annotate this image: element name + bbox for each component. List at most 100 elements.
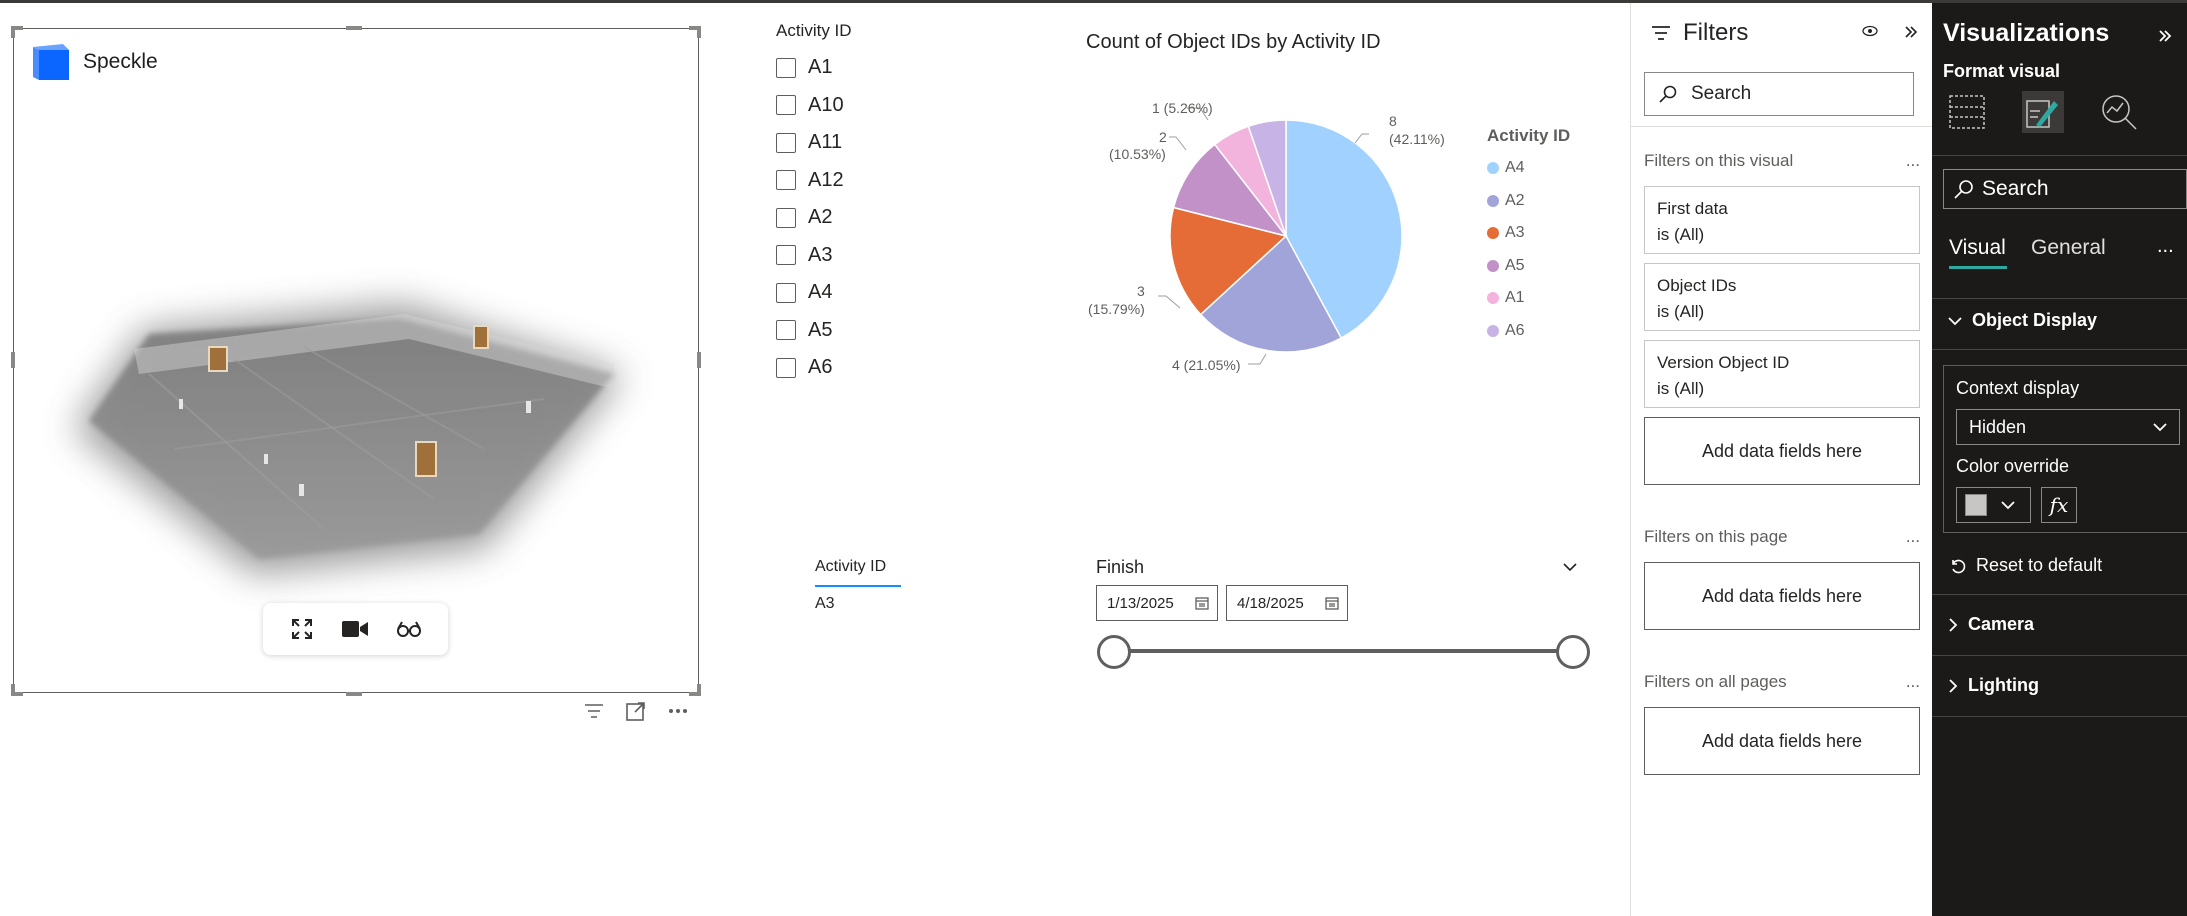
top-border	[0, 0, 2187, 3]
slicer-item[interactable]: A1	[776, 49, 844, 87]
collapse-pane-icon[interactable]	[2158, 23, 2172, 49]
filter-icon[interactable]	[583, 700, 605, 722]
filter-field-name: First data	[1657, 199, 1728, 218]
resize-handle[interactable]	[689, 692, 701, 696]
date-range-track[interactable]	[1114, 649, 1574, 653]
visualizations-title: Visualizations	[1943, 19, 2110, 47]
eye-icon[interactable]	[1862, 25, 1878, 37]
more-options-icon[interactable]: ...	[1905, 672, 1920, 691]
slicer-item[interactable]: A12	[776, 162, 844, 200]
resize-handle[interactable]	[346, 26, 362, 30]
checkbox[interactable]	[776, 320, 796, 341]
range-end-handle[interactable]	[1556, 635, 1590, 669]
leader-line	[1248, 353, 1267, 365]
resize-handle[interactable]	[11, 352, 15, 368]
legend-label: A3	[1505, 224, 1525, 242]
resize-handle[interactable]	[697, 26, 701, 38]
section-label: Filters on this visual	[1644, 151, 1794, 170]
format-visual-icon[interactable]	[2022, 91, 2064, 133]
pie-slice-a6[interactable]	[1247, 119, 1287, 237]
slicer-item[interactable]: A6	[776, 349, 844, 387]
color-override-picker[interactable]	[1956, 487, 2031, 523]
data-label: (10.53%)	[1109, 146, 1166, 162]
chevron-down-icon[interactable]	[1560, 557, 1580, 577]
legend-item-a5[interactable]: A5	[1487, 250, 1570, 283]
resize-handle[interactable]	[346, 692, 362, 696]
speckle-viewer-visual[interactable]: Speckle	[13, 28, 699, 693]
slicer-item[interactable]: A5	[776, 312, 844, 350]
filter-card[interactable]: Object IDs is (All)	[1644, 263, 1920, 331]
add-data-fields-all-pages[interactable]: Add data fields here	[1644, 707, 1920, 775]
pie-slice-a3[interactable]	[1169, 206, 1288, 316]
reset-to-default-button[interactable]: Reset to default	[1950, 555, 2102, 576]
add-data-fields-page[interactable]: Add data fields here	[1644, 562, 1920, 630]
legend-item-a1[interactable]: A1	[1487, 282, 1570, 315]
more-options-icon[interactable]: ...	[1905, 527, 1920, 546]
range-start-handle[interactable]	[1097, 635, 1131, 669]
divider	[1932, 716, 2187, 717]
slicer-item[interactable]: A10	[776, 87, 844, 125]
legend-marker	[1487, 324, 1499, 337]
legend-title: Activity ID	[1487, 126, 1571, 145]
object-display-section[interactable]: Object Display	[1948, 310, 2097, 331]
tab-general[interactable]: General	[2031, 236, 2106, 259]
resize-handle[interactable]	[697, 352, 701, 368]
resize-handle[interactable]	[11, 26, 23, 30]
checkbox[interactable]	[776, 95, 796, 116]
checkbox[interactable]	[776, 245, 796, 266]
more-options-icon[interactable]: ...	[1905, 151, 1920, 170]
slicer-item-label: A6	[808, 356, 833, 379]
legend-item-a3[interactable]: A3	[1487, 217, 1570, 250]
start-date-input[interactable]: 1/13/2025	[1096, 585, 1218, 621]
slicer-item-label: A4	[808, 281, 833, 304]
pie-slice-a4[interactable]	[1285, 119, 1403, 340]
checkbox[interactable]	[776, 207, 796, 228]
slicer-item[interactable]: A11	[776, 124, 844, 162]
checkbox[interactable]	[776, 170, 796, 191]
slicer-item[interactable]: A2	[776, 199, 844, 237]
checkbox[interactable]	[776, 282, 796, 303]
more-options-icon[interactable]: ...	[2157, 235, 2174, 257]
table-cell[interactable]: A3	[815, 595, 835, 612]
slicer-item[interactable]: A4	[776, 274, 844, 312]
filters-search-input[interactable]: Search	[1644, 72, 1914, 116]
legend-item-a6[interactable]: A6	[1487, 315, 1570, 348]
building-model[interactable]	[14, 29, 699, 693]
expand-icon[interactable]	[284, 611, 320, 647]
slicer-item[interactable]: A3	[776, 237, 844, 275]
resize-handle[interactable]	[689, 26, 701, 30]
camera-icon[interactable]	[337, 611, 373, 647]
divider	[1932, 155, 2187, 156]
table-header[interactable]: Activity ID	[815, 558, 901, 587]
pie-slice-a5[interactable]	[1172, 143, 1288, 238]
checkbox[interactable]	[776, 357, 796, 378]
build-visual-icon[interactable]	[1946, 91, 1988, 133]
dropdown-value: Hidden	[1969, 416, 2027, 437]
checkbox[interactable]	[776, 132, 796, 153]
data-label: 4 (21.05%)	[1172, 357, 1240, 373]
legend-item-a4[interactable]: A4	[1487, 152, 1570, 185]
resize-handle[interactable]	[11, 684, 15, 696]
legend-item-a2[interactable]: A2	[1487, 185, 1570, 218]
conditional-formatting-fx-icon[interactable]: fx	[2041, 487, 2077, 523]
analytics-icon[interactable]	[2098, 91, 2140, 133]
checkbox[interactable]	[776, 57, 796, 78]
add-data-fields-visual[interactable]: Add data fields here	[1644, 417, 1920, 485]
collapse-pane-icon[interactable]	[1904, 25, 1918, 39]
more-options-icon[interactable]	[667, 700, 689, 722]
filter-card[interactable]: First data is (All)	[1644, 186, 1920, 254]
legend-marker	[1487, 227, 1499, 240]
resize-handle[interactable]	[697, 684, 701, 696]
filter-card[interactable]: Version Object ID is (All)	[1644, 340, 1920, 408]
glasses-icon[interactable]	[391, 611, 427, 647]
camera-section[interactable]: Camera	[1948, 614, 2034, 635]
resize-handle[interactable]	[11, 692, 23, 696]
pie-slice-a2[interactable]	[1199, 234, 1343, 353]
end-date-input[interactable]: 4/18/2025	[1226, 585, 1348, 621]
tab-visual[interactable]: Visual	[1949, 236, 2006, 259]
context-display-dropdown[interactable]: Hidden	[1956, 409, 2180, 445]
format-search-input[interactable]: Search	[1943, 169, 2187, 209]
focus-mode-icon[interactable]	[625, 700, 647, 722]
resize-handle[interactable]	[11, 26, 15, 38]
lighting-section[interactable]: Lighting	[1948, 675, 2039, 696]
